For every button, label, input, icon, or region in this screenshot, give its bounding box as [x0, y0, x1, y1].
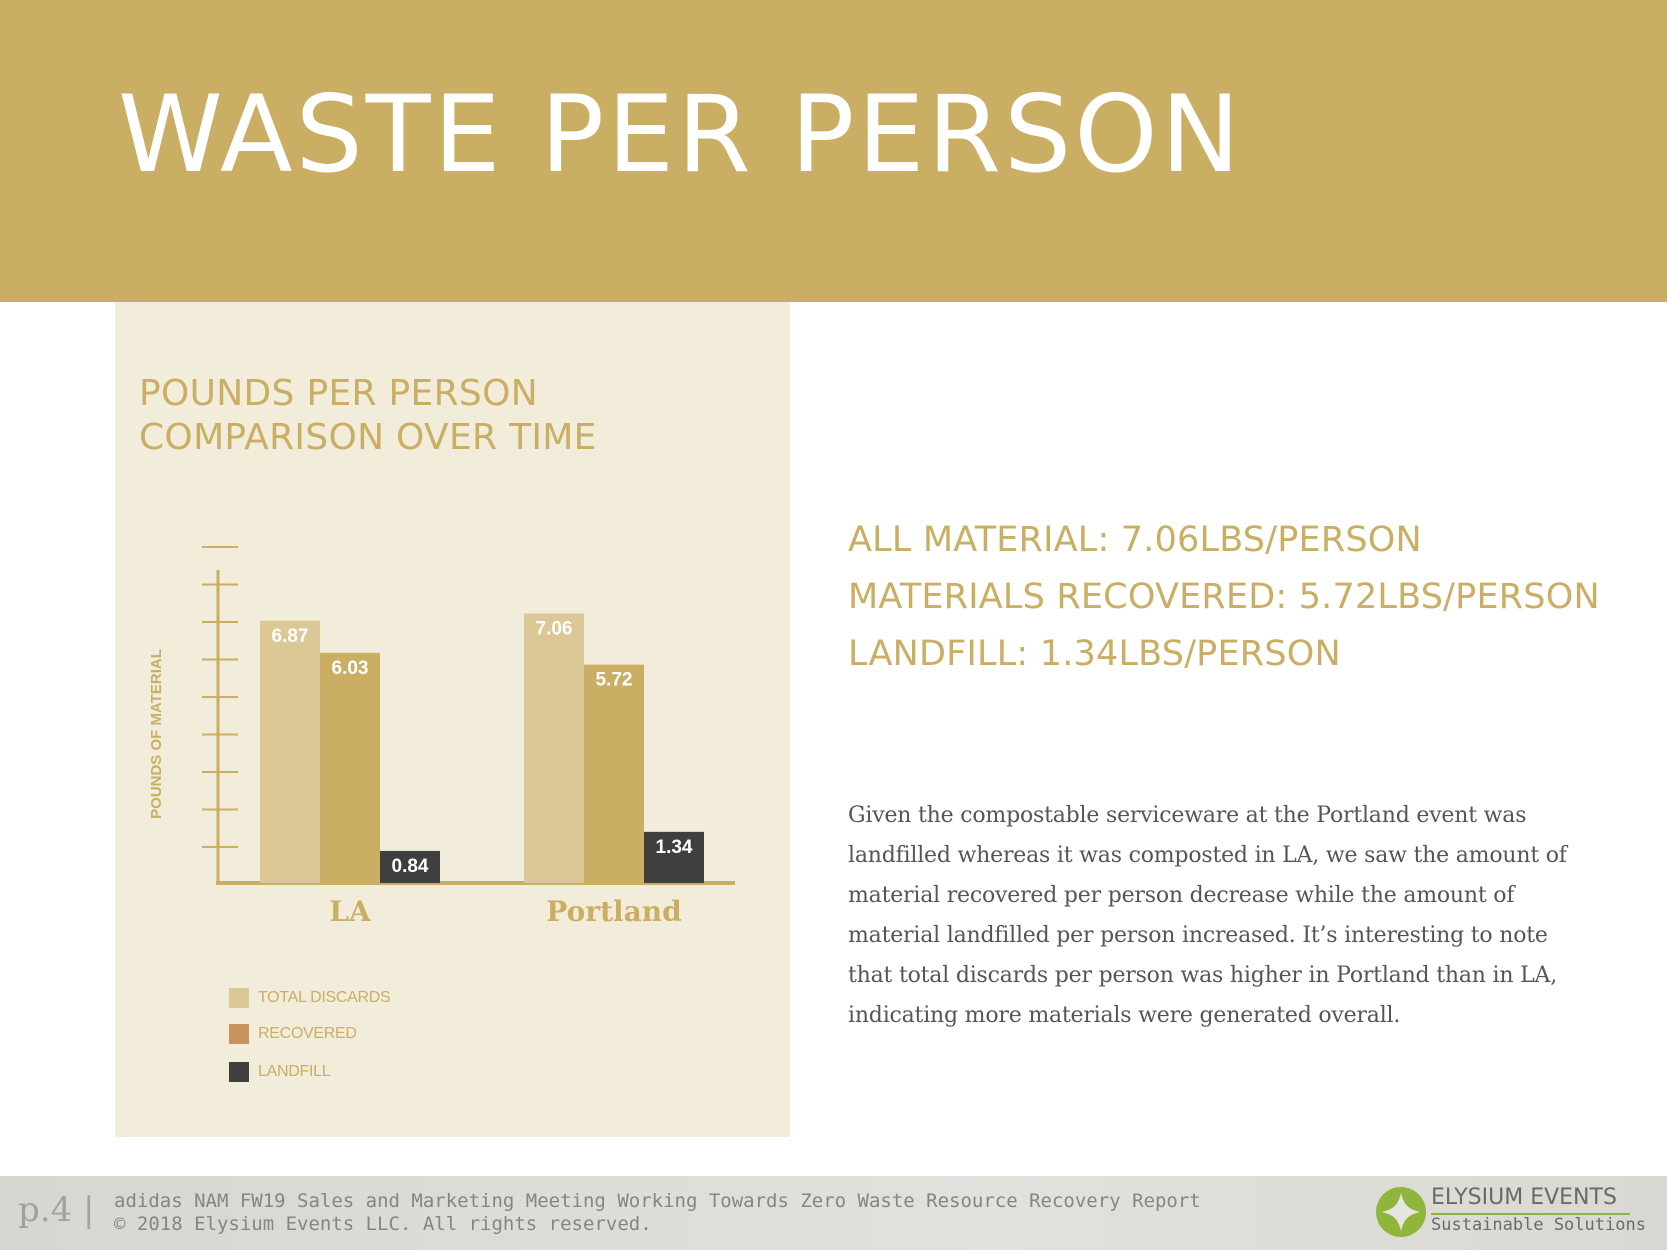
brand-tagline: Sustainable Solutions [1431, 1215, 1646, 1235]
header-banner: WASTE PER PERSON [0, 0, 1667, 302]
bar-value-label: 5.72 [596, 670, 633, 691]
bar-value-label: 7.06 [536, 619, 573, 640]
category-label-la: LA [329, 895, 372, 928]
stat-materials-recovered: MATERIALS RECOVERED: 5.72LBS/PERSON [848, 577, 1600, 617]
body-paragraph: Given the compostable serviceware at the… [848, 803, 1567, 1028]
bar-value-label: 6.03 [332, 658, 369, 679]
y-axis-label: POUNDS OF MATERIAL [148, 649, 165, 819]
bar-value-label: 1.34 [656, 837, 693, 858]
footer-report-title: adidas NAM FW19 Sales and Marketing Meet… [114, 1190, 1201, 1212]
page-title: WASTE PER PERSON [118, 73, 1244, 196]
bar-la-recovered [320, 652, 380, 883]
legend-label-recovered: RECOVERED [258, 1025, 357, 1042]
bar-value-label: 0.84 [392, 856, 429, 877]
brand-divider [1431, 1213, 1630, 1215]
legend-item-total-discards: TOTAL DISCARDS [229, 988, 391, 1008]
legend-swatch-recovered [229, 1024, 249, 1044]
legend-label-total-discards: TOTAL DISCARDS [258, 989, 391, 1006]
chart-title: POUNDS PER PERSON COMPARISON OVER TIME [139, 372, 597, 460]
chart-panel [115, 302, 790, 1137]
stat-all-material: ALL MATERIAL: 7.06LBS/PERSON [848, 520, 1422, 560]
legend-item-recovered: RECOVERED [229, 1024, 357, 1044]
chart-title-line-1: POUNDS PER PERSON [139, 373, 538, 414]
bar-value-label: 6.87 [272, 626, 309, 647]
bar-portland-landfill [644, 831, 704, 883]
elysium-leaf-icon [1376, 1187, 1426, 1237]
stats-summary: ALL MATERIAL: 7.06LBS/PERSON MATERIALS R… [848, 512, 1600, 683]
bar-portland-total-discards [524, 613, 584, 883]
chart-title-line-2: COMPARISON OVER TIME [139, 417, 597, 458]
legend-label-landfill: LANDFILL [258, 1063, 331, 1080]
legend-swatch-total-discards [229, 988, 249, 1008]
footer-copyright: © 2018 Elysium Events LLC. All rights re… [114, 1213, 652, 1235]
footer-text: adidas NAM FW19 Sales and Marketing Meet… [114, 1190, 1201, 1236]
legend-swatch-landfill [229, 1062, 249, 1082]
bar-la-landfill [380, 850, 440, 883]
page-number: p.4 | [18, 1190, 95, 1230]
bar-chart: POUNDS OF MATERIAL 6.87 6.03 0.84 LA 7.06 5.72… [148, 546, 735, 928]
stat-landfill: LANDFILL: 1.34LBS/PERSON [848, 634, 1341, 674]
bar-la-total-discards [260, 620, 320, 883]
legend-item-landfill: LANDFILL [229, 1062, 331, 1082]
bar-portland-recovered [584, 664, 644, 883]
brand-name: ELYSIUM EVENTS [1431, 1185, 1617, 1210]
category-label-portland: Portland [546, 895, 681, 928]
